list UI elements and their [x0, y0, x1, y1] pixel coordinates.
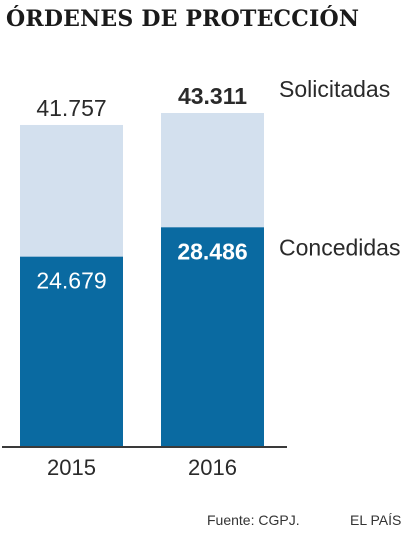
data-label-solicitadas-2015: 41.757: [36, 95, 106, 121]
data-label-concedidas-2015: 24.679: [36, 268, 106, 294]
brand-name: EL PAÍS: [350, 512, 402, 528]
bar-concedidas-2016: [161, 227, 264, 447]
legend-concedidas: Concedidas: [279, 234, 400, 260]
x-tick-label-2015: 2015: [47, 455, 96, 480]
x-tick-label-2016: 2016: [188, 455, 237, 480]
data-label-solicitadas-2016: 43.311: [178, 83, 247, 109]
source-note: Fuente: CGPJ.: [207, 512, 300, 528]
data-label-concedidas-2016: 28.486: [177, 238, 247, 264]
legend-solicitadas: Solicitadas: [279, 76, 390, 102]
chart-title: ÓRDENES DE PROTECCIÓN: [6, 6, 360, 32]
bar-concedidas-2015: [20, 256, 123, 447]
